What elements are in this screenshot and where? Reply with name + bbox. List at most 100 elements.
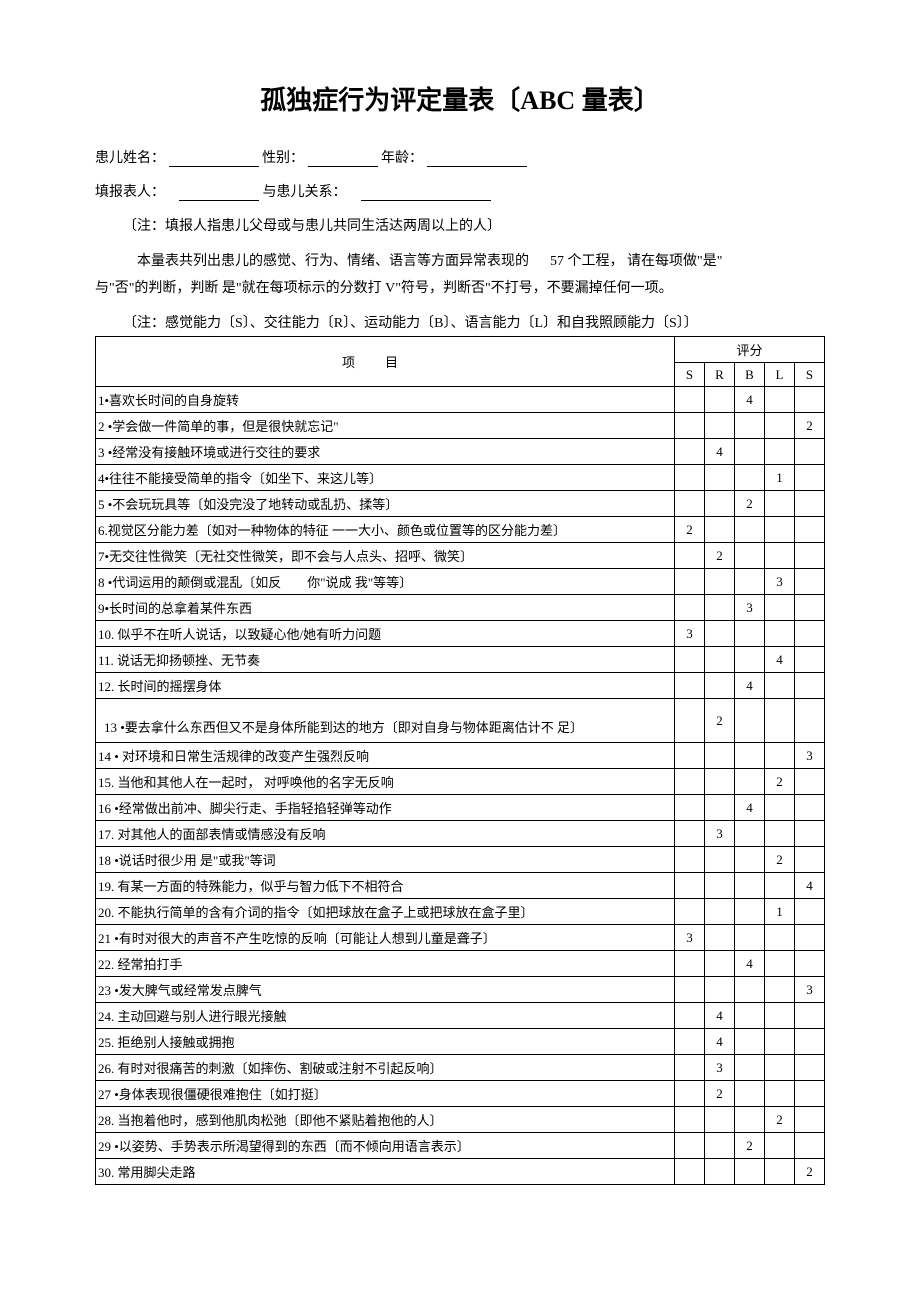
score-cell[interactable] [734,699,764,743]
score-cell[interactable] [794,899,824,925]
score-cell[interactable] [674,491,704,517]
score-cell[interactable] [674,821,704,847]
score-cell[interactable] [794,1133,824,1159]
score-cell[interactable] [704,569,734,595]
score-cell[interactable] [794,699,824,743]
score-cell[interactable] [674,1133,704,1159]
score-cell[interactable]: 2 [794,1159,824,1185]
score-cell[interactable] [764,1029,794,1055]
score-cell[interactable] [764,795,794,821]
score-cell[interactable] [794,517,824,543]
score-cell[interactable] [704,977,734,1003]
score-cell[interactable] [764,977,794,1003]
score-cell[interactable] [794,951,824,977]
score-cell[interactable] [794,925,824,951]
score-cell[interactable] [764,387,794,413]
score-cell[interactable] [704,673,734,699]
score-cell[interactable] [674,647,704,673]
score-cell[interactable]: 1 [764,899,794,925]
score-cell[interactable] [764,1081,794,1107]
score-cell[interactable] [764,439,794,465]
score-cell[interactable] [734,413,764,439]
score-cell[interactable]: 2 [704,543,734,569]
score-cell[interactable] [674,699,704,743]
score-cell[interactable] [704,951,734,977]
score-cell[interactable] [734,977,764,1003]
score-cell[interactable] [764,951,794,977]
score-cell[interactable] [674,1107,704,1133]
score-cell[interactable]: 4 [734,387,764,413]
score-cell[interactable] [794,1081,824,1107]
score-cell[interactable]: 3 [674,925,704,951]
score-cell[interactable] [674,743,704,769]
score-cell[interactable]: 3 [794,977,824,1003]
score-cell[interactable] [764,517,794,543]
score-cell[interactable]: 4 [734,795,764,821]
score-cell[interactable] [794,387,824,413]
score-cell[interactable] [704,925,734,951]
score-cell[interactable]: 4 [704,439,734,465]
score-cell[interactable] [764,1055,794,1081]
score-cell[interactable]: 2 [704,1081,734,1107]
score-cell[interactable] [764,621,794,647]
score-cell[interactable] [704,647,734,673]
score-cell[interactable]: 3 [794,743,824,769]
score-cell[interactable] [794,847,824,873]
score-cell[interactable] [794,595,824,621]
score-cell[interactable] [674,795,704,821]
score-cell[interactable] [794,1003,824,1029]
score-cell[interactable] [794,1055,824,1081]
score-cell[interactable] [704,847,734,873]
score-cell[interactable] [764,1003,794,1029]
score-cell[interactable] [764,743,794,769]
score-cell[interactable]: 3 [674,621,704,647]
score-cell[interactable] [734,873,764,899]
score-cell[interactable]: 3 [704,1055,734,1081]
score-cell[interactable] [734,821,764,847]
score-cell[interactable] [674,413,704,439]
age-blank[interactable] [427,151,527,167]
score-cell[interactable] [764,543,794,569]
score-cell[interactable] [674,1159,704,1185]
reporter-blank[interactable] [179,185,259,201]
score-cell[interactable] [764,595,794,621]
score-cell[interactable]: 4 [734,951,764,977]
score-cell[interactable]: 4 [764,647,794,673]
score-cell[interactable] [794,821,824,847]
score-cell[interactable] [704,1133,734,1159]
score-cell[interactable]: 2 [704,699,734,743]
score-cell[interactable] [734,1029,764,1055]
score-cell[interactable] [794,465,824,491]
score-cell[interactable]: 2 [674,517,704,543]
score-cell[interactable] [764,1133,794,1159]
score-cell[interactable] [674,769,704,795]
score-cell[interactable] [674,977,704,1003]
score-cell[interactable] [734,543,764,569]
score-cell[interactable] [674,899,704,925]
score-cell[interactable] [734,743,764,769]
score-cell[interactable] [674,873,704,899]
score-cell[interactable] [704,899,734,925]
score-cell[interactable] [794,569,824,595]
score-cell[interactable] [674,465,704,491]
score-cell[interactable] [704,873,734,899]
score-cell[interactable] [734,899,764,925]
score-cell[interactable] [674,847,704,873]
score-cell[interactable] [674,1003,704,1029]
score-cell[interactable] [794,673,824,699]
score-cell[interactable] [704,595,734,621]
score-cell[interactable] [674,595,704,621]
score-cell[interactable] [734,1055,764,1081]
score-cell[interactable] [704,413,734,439]
score-cell[interactable]: 3 [734,595,764,621]
score-cell[interactable] [764,699,794,743]
score-cell[interactable] [734,1081,764,1107]
score-cell[interactable]: 3 [704,821,734,847]
score-cell[interactable] [734,769,764,795]
score-cell[interactable] [734,1159,764,1185]
score-cell[interactable] [674,1055,704,1081]
score-cell[interactable] [674,1029,704,1055]
score-cell[interactable] [764,821,794,847]
score-cell[interactable]: 2 [734,1133,764,1159]
score-cell[interactable] [704,517,734,543]
